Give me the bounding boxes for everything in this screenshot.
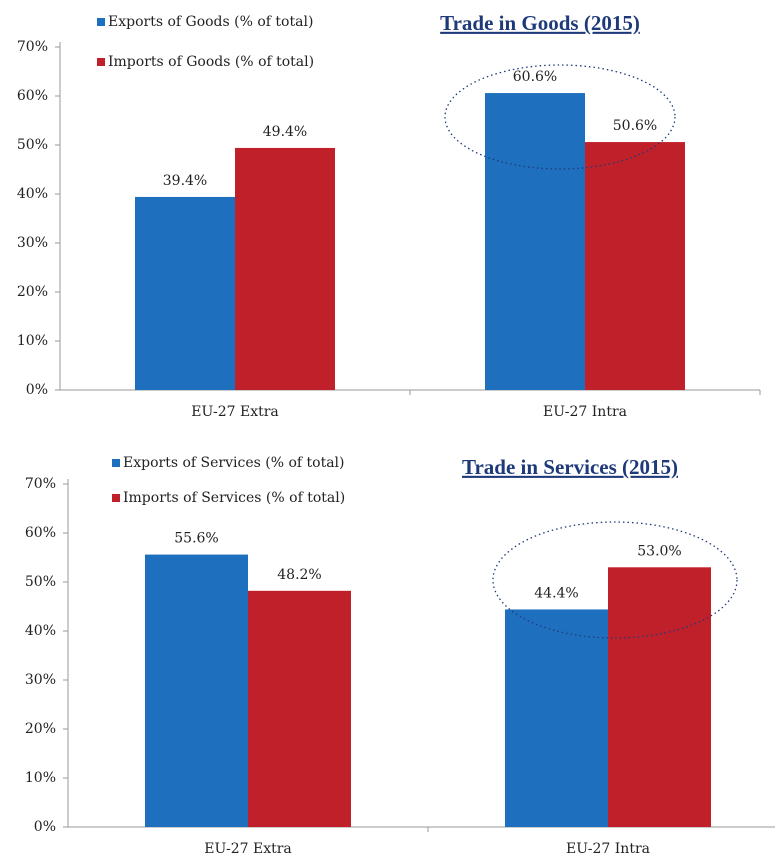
value-label: 60.6% — [513, 69, 557, 85]
y-tick-label: 50% — [17, 137, 48, 153]
x-tick-label: EU-27 Extra — [191, 404, 279, 420]
legend-swatch — [97, 58, 105, 66]
y-tick-label: 40% — [25, 623, 56, 639]
legend-label: Exports of Services (% of total) — [123, 455, 344, 471]
y-tick-label: 30% — [25, 672, 56, 688]
y-tick-label: 20% — [25, 721, 56, 737]
y-tick-label: 20% — [17, 284, 48, 300]
y-tick-label: 0% — [26, 382, 48, 398]
x-tick-label: EU-27 Intra — [566, 841, 650, 857]
y-tick-label: 0% — [34, 819, 56, 835]
value-label: 48.2% — [277, 567, 321, 583]
y-tick-label: 70% — [17, 39, 48, 55]
bar — [135, 196, 235, 390]
highlight-ellipse — [492, 521, 738, 639]
y-tick-label: 30% — [17, 235, 48, 251]
legend-swatch — [112, 459, 120, 467]
highlight-ellipse — [444, 64, 676, 170]
value-label: 49.4% — [263, 124, 307, 140]
legend-label: Imports of Goods (% of total) — [108, 54, 314, 70]
value-label: 50.6% — [613, 118, 657, 134]
legend-swatch — [112, 494, 120, 502]
bar — [585, 142, 685, 390]
y-tick-label: 10% — [17, 333, 48, 349]
x-tick-label: EU-27 Extra — [204, 841, 292, 857]
bar — [145, 554, 248, 827]
x-tick-label: EU-27 Intra — [543, 404, 627, 420]
value-label: 39.4% — [163, 173, 207, 189]
legend-swatch — [97, 18, 105, 26]
value-label: 44.4% — [534, 585, 578, 601]
legend-label: Exports of Goods (% of total) — [108, 14, 313, 30]
value-label: 55.6% — [174, 531, 218, 547]
bar — [235, 147, 335, 390]
y-tick-label: 40% — [17, 186, 48, 202]
y-tick-label: 60% — [17, 88, 48, 104]
y-tick-label: 60% — [25, 525, 56, 541]
chart-title: Trade in Goods (2015) — [440, 11, 640, 35]
y-tick-label: 10% — [25, 770, 56, 786]
legend-label: Imports of Services (% of total) — [123, 490, 345, 506]
bar — [505, 609, 608, 827]
y-tick-label: 50% — [25, 574, 56, 590]
y-tick-label: 70% — [25, 476, 56, 492]
value-label: 53.0% — [637, 543, 681, 559]
bar — [248, 590, 351, 827]
bar — [608, 567, 711, 827]
chart-title: Trade in Services (2015) — [462, 455, 678, 479]
bar — [485, 93, 585, 390]
